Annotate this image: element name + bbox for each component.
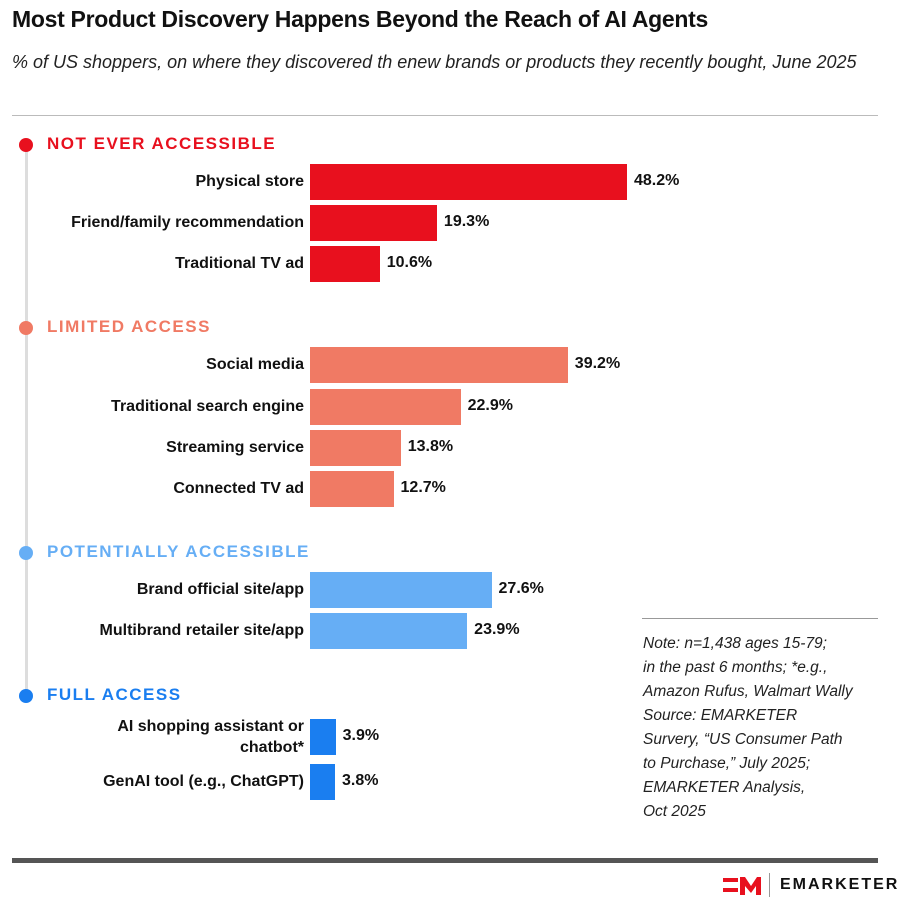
em-logo-mark xyxy=(723,877,761,895)
bar xyxy=(310,719,336,755)
bar xyxy=(310,471,394,507)
group-heading: FULL ACCESS xyxy=(47,685,182,704)
category-label: Traditional TV ad xyxy=(175,255,304,272)
category-label: Streaming service xyxy=(166,439,304,456)
brand-wordmark: EMARKETER xyxy=(780,876,900,893)
group-dot-icon xyxy=(19,138,33,152)
group-heading: POTENTIALLY ACCESSIBLE xyxy=(47,542,310,561)
source-note: Note: n=1,438 ages 15-79; in the past 6 … xyxy=(643,635,853,820)
bar xyxy=(310,764,335,800)
data-label: 22.9% xyxy=(467,397,513,414)
divider xyxy=(12,115,878,116)
bar xyxy=(310,613,468,649)
bar xyxy=(310,389,461,425)
data-label: 48.2% xyxy=(634,172,680,189)
data-label: 13.8% xyxy=(407,438,454,455)
bar xyxy=(310,164,627,200)
chart-title: Most Product Discovery Happens Beyond th… xyxy=(12,6,708,32)
category-label: Social media xyxy=(206,356,304,373)
data-label: 3.9% xyxy=(342,727,380,744)
category-label: Multibrand retailer site/app xyxy=(99,622,304,639)
footer-rule xyxy=(12,858,878,863)
bar xyxy=(310,246,380,282)
bar xyxy=(310,205,437,241)
bar xyxy=(310,572,492,608)
logo-separator xyxy=(769,873,770,897)
data-label: 19.3% xyxy=(443,213,490,230)
data-label: 27.6% xyxy=(498,580,544,597)
group-dot-icon xyxy=(19,546,33,560)
category-label: Traditional search engine xyxy=(111,398,304,415)
data-label: 10.6% xyxy=(386,254,433,271)
emarketer-logo: EMARKETER xyxy=(723,873,899,897)
data-label: 12.7% xyxy=(400,479,446,496)
group-timeline xyxy=(25,150,28,700)
category-label: Friend/family recommendation xyxy=(71,214,304,231)
data-label: 23.9% xyxy=(474,621,520,638)
data-label: 3.8% xyxy=(341,772,379,789)
group-dot-icon xyxy=(19,689,33,703)
group-heading: LIMITED ACCESS xyxy=(47,317,211,336)
category-label: Connected TV ad xyxy=(173,480,304,497)
bar xyxy=(310,430,401,466)
category-label: GenAI tool (e.g., ChatGPT) xyxy=(103,773,304,790)
note-divider xyxy=(642,618,878,619)
bar xyxy=(310,347,568,383)
group-dot-icon xyxy=(19,321,33,335)
category-label: Brand official site/app xyxy=(136,581,304,598)
chart-subtitle: % of US shoppers, on where they discover… xyxy=(12,52,857,72)
group-heading: NOT EVER ACCESSIBLE xyxy=(47,134,277,153)
category-label: Physical store xyxy=(195,173,305,190)
category-label: AI shopping assistant or chatbot* xyxy=(117,718,304,756)
data-label: 39.2% xyxy=(574,355,621,372)
